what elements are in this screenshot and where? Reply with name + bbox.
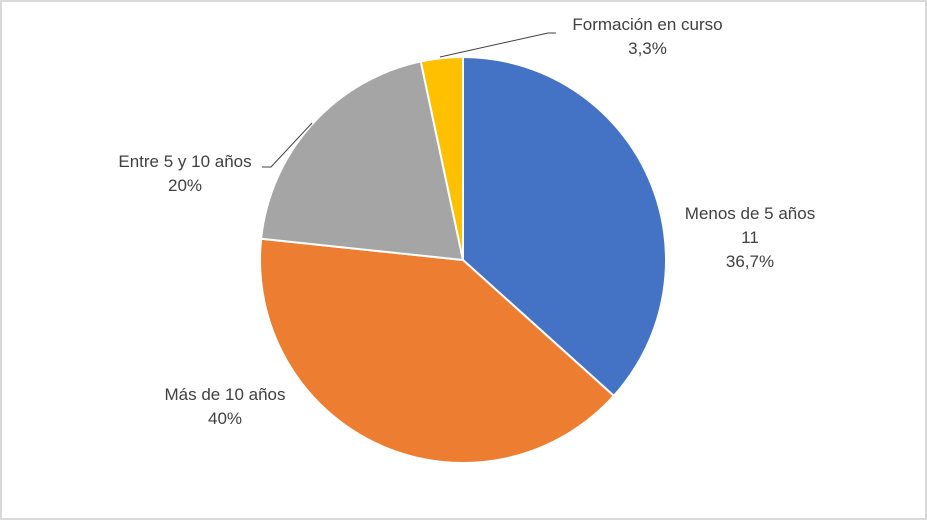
label-percent: 20% (167, 176, 203, 195)
label-formacion: Formación en curso 3,3% (555, 13, 740, 61)
label-percent: 36,7% (725, 252, 775, 271)
pie-slice-entre-5-y-10-a-os (260, 60, 465, 262)
label-name: Entre 5 y 10 años (118, 152, 252, 171)
pie-slice-formaci-n-en-curso (419, 55, 464, 261)
label-value: 11 (741, 228, 759, 247)
leader-line-formacion (439, 32, 556, 58)
label-menos-5: Menos de 5 años 11 36,7% (670, 202, 830, 274)
label-name: Menos de 5 años (684, 204, 816, 223)
label-entre-5-10: Entre 5 y 10 años 20% (105, 150, 265, 198)
label-percent: 3,3% (628, 39, 667, 58)
pie-slice-menos-de-5-a-os (462, 55, 667, 398)
label-name: Más de 10 años (164, 385, 286, 404)
label-name: Formación en curso (572, 15, 723, 34)
label-mas-10: Más de 10 años 40% (145, 383, 305, 431)
leader-line-entre (262, 122, 313, 168)
pie-slice-m-s-de-10-a-os (259, 237, 616, 464)
label-percent: 40% (207, 409, 243, 428)
